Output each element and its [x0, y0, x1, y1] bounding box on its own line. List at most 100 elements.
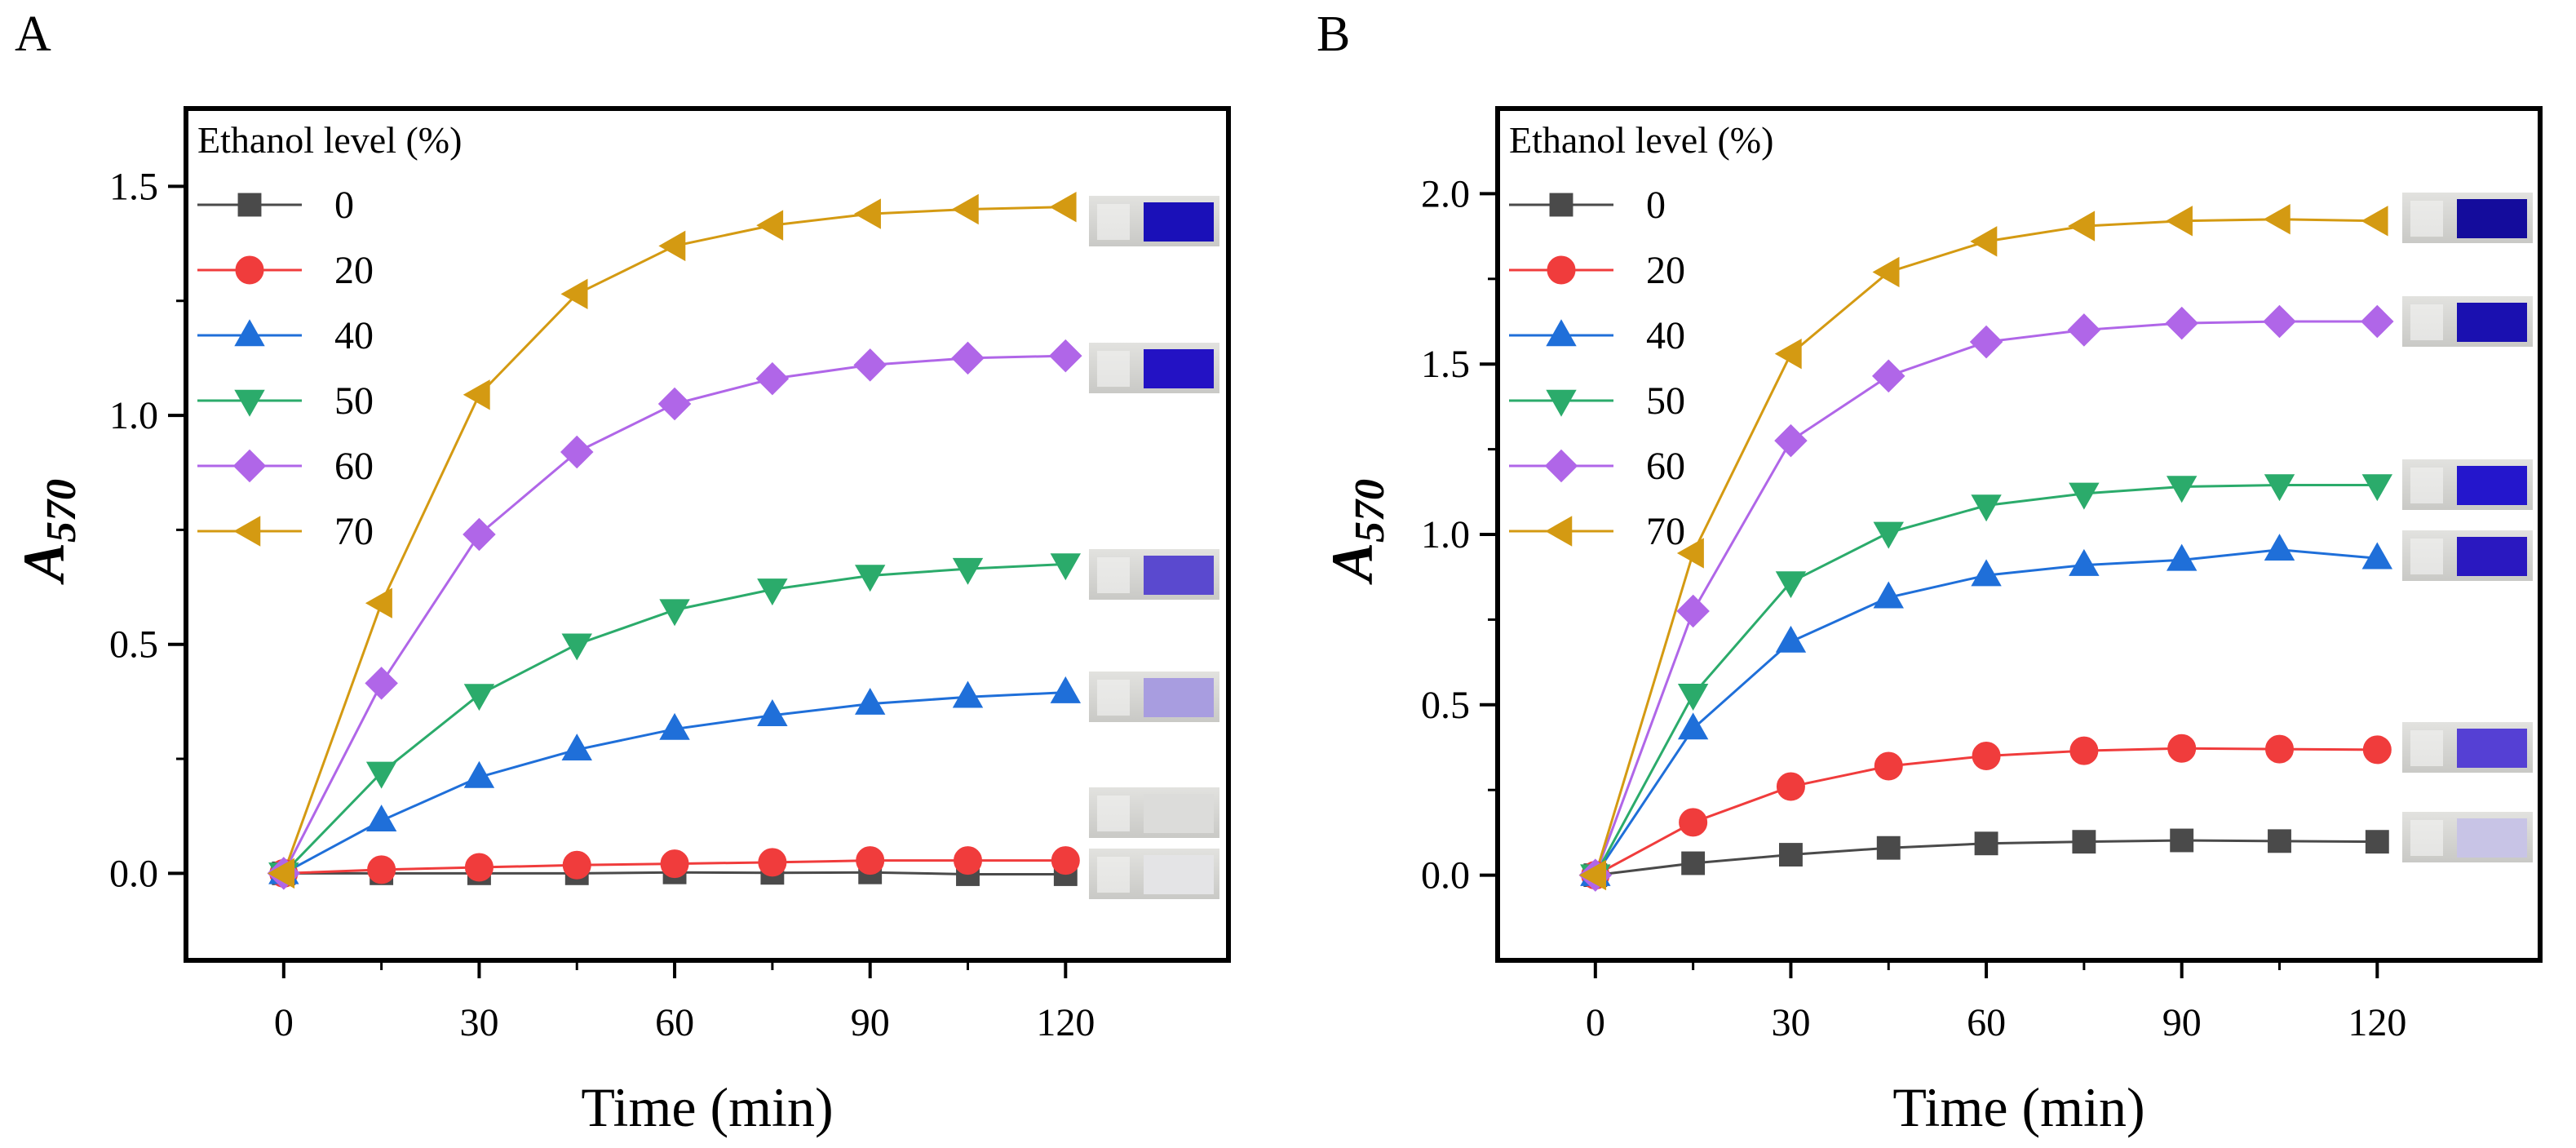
panel-a: A 0 30 60 90 120 0.0 0.5 1.0 1.5 Ethanol level (%… — [11, 7, 1231, 1138]
plot-area-a: 0 30 60 90 120 0.0 0.5 1.0 1.5 Ethanol level (%) 0… — [109, 106, 1231, 1044]
data-point-70 — [2361, 206, 2388, 237]
data-point-40 — [1050, 676, 1082, 703]
series-line-40 — [1594, 548, 2378, 876]
data-point-60 — [2165, 306, 2198, 340]
legend-marker-50 — [234, 389, 265, 417]
data-point-50 — [854, 565, 886, 592]
y-tick-label: 2.0 — [1421, 172, 1470, 215]
legend-label-0: 0 — [334, 184, 354, 227]
legend-label-20: 20 — [1646, 249, 1685, 292]
data-point-0 — [2072, 830, 2096, 854]
data-point-50 — [365, 761, 397, 789]
data-point-20 — [954, 846, 982, 875]
data-point-40 — [2069, 548, 2100, 576]
legend-label-70: 70 — [1646, 510, 1685, 553]
data-point-0 — [1681, 851, 1706, 875]
data-point-0 — [1778, 843, 1803, 867]
data-point-20 — [660, 849, 689, 879]
y-tick-label: 1.5 — [1421, 343, 1470, 386]
cuvette-image — [1089, 343, 1219, 393]
data-point-70 — [560, 278, 588, 310]
data-point-60 — [853, 348, 887, 382]
x-tick-label: 120 — [2348, 1001, 2406, 1044]
cuvette-photos-b — [2402, 193, 2533, 862]
data-point-20 — [1972, 741, 2001, 770]
legend-marker-40 — [234, 319, 265, 347]
data-point-50 — [2069, 482, 2100, 510]
data-point-50 — [1971, 494, 2002, 522]
legend-marker-50 — [1546, 389, 1577, 417]
data-point-50 — [1050, 553, 1082, 581]
legend-label-0: 0 — [1646, 184, 1666, 227]
data-point-50 — [659, 599, 690, 627]
data-point-50 — [463, 684, 495, 711]
legend-marker-0 — [237, 193, 262, 217]
data-point-60 — [463, 517, 496, 552]
x-tick-label: 30 — [459, 1001, 498, 1044]
legend-marker-70 — [233, 516, 261, 547]
y-tick-label: 1.0 — [1421, 513, 1470, 556]
legend-marker-40 — [1546, 319, 1577, 347]
legend-label-50: 50 — [1646, 379, 1685, 423]
y-tick-label: 1.0 — [109, 394, 158, 437]
data-point-0 — [2268, 829, 2291, 853]
data-point-0 — [2170, 828, 2194, 853]
svg-text:A570: A570 — [1320, 479, 1393, 585]
data-point-20 — [2167, 734, 2197, 763]
data-point-70 — [951, 193, 979, 225]
plot-area-b: 0 30 60 90 120 0.0 0.5 1.0 1.5 2.0 Ethanol level (… — [1421, 106, 2543, 1044]
legend-label-60: 60 — [1646, 445, 1685, 488]
data-point-40 — [365, 804, 397, 832]
data-point-40 — [1677, 712, 1709, 740]
data-point-50 — [2264, 474, 2295, 502]
data-point-60 — [560, 435, 594, 469]
legend-label-40: 40 — [1646, 314, 1685, 357]
data-point-40 — [2264, 534, 2295, 561]
legend-label-60: 60 — [334, 445, 374, 488]
cuvette-image — [2402, 812, 2533, 862]
x-tick-label: 120 — [1036, 1001, 1095, 1044]
data-point-40 — [659, 712, 690, 740]
legend-label-50: 50 — [334, 379, 374, 423]
y-tick-label: 0.5 — [1421, 684, 1470, 727]
legend-title: Ethanol level (%) — [197, 119, 462, 161]
y-tick-label: 0.0 — [109, 852, 158, 895]
series-line-70 — [282, 206, 1066, 874]
data-point-40 — [1775, 625, 1807, 653]
legend-marker-20 — [1547, 255, 1576, 285]
legend-label-70: 70 — [334, 510, 374, 553]
data-point-40 — [2166, 543, 2198, 571]
data-point-50 — [2361, 474, 2393, 502]
data-point-70 — [853, 198, 881, 229]
data-point-40 — [561, 734, 592, 761]
cuvette-image — [1089, 549, 1219, 600]
svg-text:A570: A570 — [11, 479, 85, 585]
data-point-20 — [758, 848, 787, 877]
data-point-20 — [2362, 735, 2392, 765]
y-tick-label: 1.5 — [109, 165, 158, 208]
data-point-70 — [658, 230, 686, 262]
data-point-20 — [2265, 734, 2294, 764]
data-point-60 — [365, 667, 398, 700]
data-point-70 — [365, 587, 392, 618]
series-line-70 — [1594, 218, 2378, 876]
data-point-70 — [463, 379, 490, 410]
data-point-20 — [464, 853, 494, 882]
data-point-70 — [756, 210, 784, 241]
data-point-70 — [268, 858, 295, 889]
x-axis-title-a: Time (min) — [581, 1076, 833, 1138]
data-point-60 — [1871, 359, 1905, 393]
data-point-40 — [952, 680, 984, 708]
panel-label-a: A — [15, 7, 51, 62]
data-point-50 — [561, 633, 592, 661]
data-point-20 — [562, 850, 591, 880]
cuvette-photos-a — [1089, 196, 1219, 899]
x-tick-label: 0 — [274, 1001, 294, 1044]
y-axis-title-subscript: 570 — [1347, 479, 1393, 543]
x-tick-label: 0 — [1586, 1001, 1605, 1044]
data-point-60 — [1774, 423, 1808, 458]
y-axis-title-main: A — [11, 543, 77, 585]
data-point-60 — [2263, 304, 2296, 339]
cuvette-image — [2402, 193, 2533, 243]
